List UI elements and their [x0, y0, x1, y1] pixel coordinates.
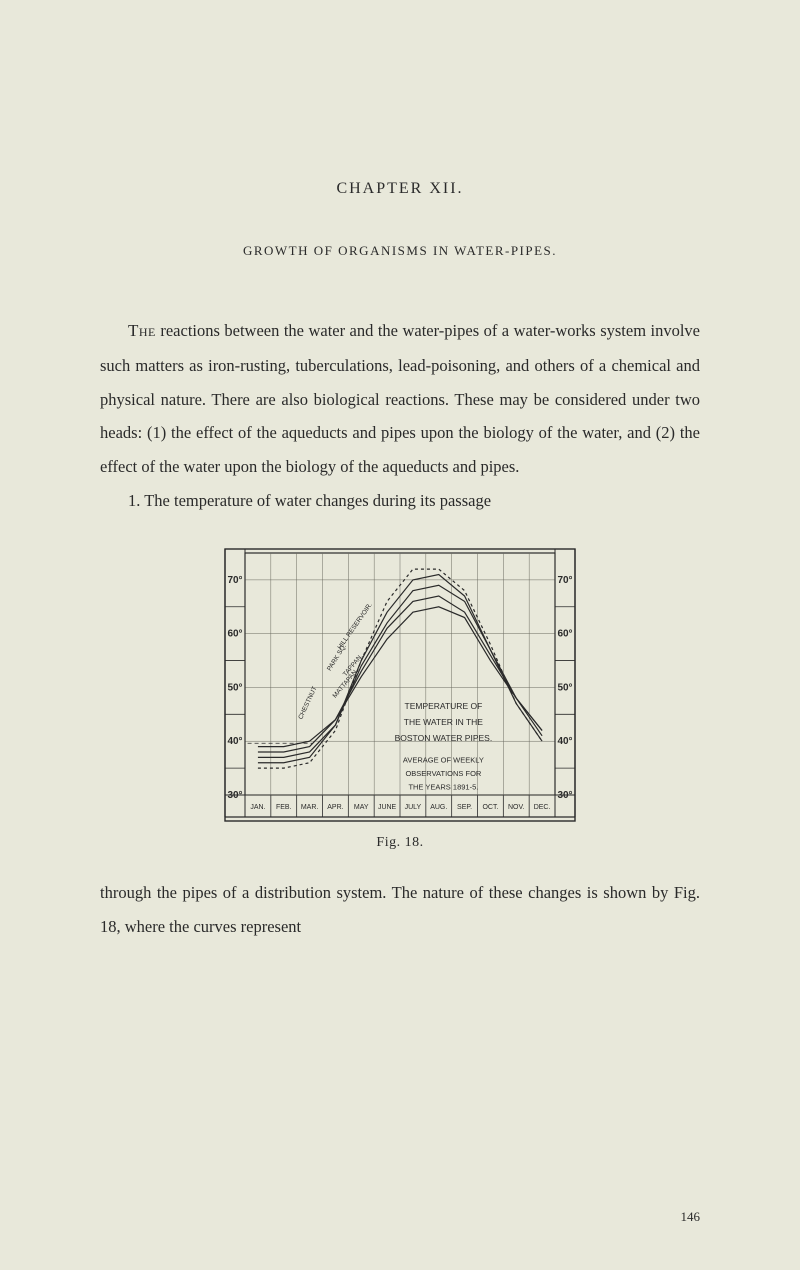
chapter-title: CHAPTER XII. [100, 180, 700, 198]
svg-text:70°: 70° [557, 575, 572, 586]
svg-text:70°: 70° [227, 575, 242, 586]
svg-text:AUG.: AUG. [430, 804, 447, 811]
svg-text:50°: 50° [557, 682, 572, 693]
svg-text:40°: 40° [557, 736, 572, 747]
paragraph-2: 1. The temperature of water changes duri… [100, 484, 700, 518]
svg-text:50°: 50° [227, 682, 242, 693]
svg-text:JUNE: JUNE [378, 804, 397, 811]
svg-text:TEMPERATURE OF: TEMPERATURE OF [405, 701, 483, 711]
figure-18: 70° 70° 60° 60° 50° 50° 40° 40° 30° 30° JAN. FEB. MA… [100, 543, 700, 851]
section-title: GROWTH OF ORGANISMS IN WATER-PIPES. [100, 243, 700, 259]
svg-text:FEB.: FEB. [276, 804, 292, 811]
paragraph-3: through the pipes of a distribution syst… [100, 876, 700, 944]
svg-text:40°: 40° [227, 736, 242, 747]
svg-text:NOV.: NOV. [508, 804, 525, 811]
figure-caption: Fig. 18. [376, 835, 423, 851]
svg-text:OCT.: OCT. [482, 804, 498, 811]
svg-text:JULY: JULY [405, 804, 422, 811]
lead-word: The [128, 321, 156, 340]
svg-text:THE WATER IN THE: THE WATER IN THE [404, 717, 484, 727]
svg-text:APR.: APR. [327, 804, 343, 811]
svg-text:JAN.: JAN. [250, 804, 265, 811]
svg-text:60°: 60° [227, 629, 242, 640]
svg-text:60°: 60° [557, 629, 572, 640]
svg-text:AVERAGE OF WEEKLY: AVERAGE OF WEEKLY [403, 756, 484, 765]
svg-text:DEC.: DEC. [534, 804, 551, 811]
svg-text:MAY: MAY [354, 804, 369, 811]
page-number: 146 [681, 1209, 701, 1225]
body-text: The reactions between the water and the … [100, 314, 700, 518]
svg-text:MAR.: MAR. [301, 804, 319, 811]
svg-text:CHESTNUT: CHESTNUT [297, 685, 318, 720]
paragraph-1: The reactions between the water and the … [100, 314, 700, 484]
svg-text:SEP.: SEP. [457, 804, 472, 811]
svg-text:BOSTON WATER PIPES.: BOSTON WATER PIPES. [395, 733, 493, 743]
svg-text:THE YEARS 1891-5.: THE YEARS 1891-5. [408, 783, 478, 792]
svg-text:30°: 30° [227, 790, 242, 801]
svg-text:OBSERVATIONS FOR: OBSERVATIONS FOR [405, 769, 481, 778]
svg-text:30°: 30° [557, 790, 572, 801]
paragraph-1-body: reactions between the water and the wate… [100, 321, 700, 476]
temperature-chart: 70° 70° 60° 60° 50° 50° 40° 40° 30° 30° JAN. FEB. MA… [205, 543, 595, 823]
